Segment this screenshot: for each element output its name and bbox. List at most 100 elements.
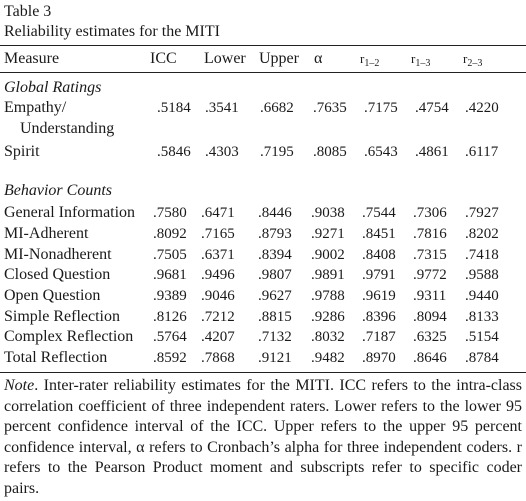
table-title: Reliability estimates for the MITI bbox=[4, 23, 220, 40]
cell-total-reflection-upper: .9121 bbox=[258, 350, 292, 366]
cell-mi-nonadherent-lower: .6371 bbox=[201, 247, 235, 263]
cell-general-information-r23: .7927 bbox=[465, 205, 499, 221]
cell-total-reflection-alpha: .9482 bbox=[311, 350, 345, 366]
cell-mi-adherent-r23: .8202 bbox=[465, 226, 499, 242]
cell-open-question-alpha: .9788 bbox=[311, 288, 345, 304]
cell-total-reflection-lower: .7868 bbox=[201, 350, 235, 366]
cell-total-reflection-r12: .8970 bbox=[362, 350, 396, 366]
cell-total-reflection-icc: .8592 bbox=[153, 350, 187, 366]
cell-spirit-icc: .5846 bbox=[157, 144, 191, 160]
cell-empathy-r23: .4220 bbox=[465, 100, 499, 116]
cell-mi-nonadherent-r13: .7315 bbox=[413, 247, 447, 263]
cell-open-question-lower: .9046 bbox=[201, 288, 235, 304]
cell-simple-reflection-r13: .8094 bbox=[413, 309, 447, 325]
cell-mi-nonadherent-upper: .8394 bbox=[258, 247, 292, 263]
table-caption: Table 3 Reliability estimates for the MI… bbox=[4, 2, 220, 42]
cell-mi-nonadherent-alpha: .9002 bbox=[311, 247, 345, 263]
note-text: . Inter-rater reliability estimates for … bbox=[4, 377, 522, 497]
row-label-open-question: Open Question bbox=[4, 287, 101, 304]
header-r13: r1–3 bbox=[411, 51, 431, 69]
cell-simple-reflection-r23: .8133 bbox=[465, 309, 499, 325]
header-rule bbox=[0, 72, 526, 73]
bottom-rule bbox=[0, 372, 526, 373]
cell-complex-reflection-icc: .5764 bbox=[153, 329, 187, 345]
row-label-mi-adherent: MI-Adherent bbox=[4, 225, 89, 242]
cell-mi-adherent-r13: .7816 bbox=[413, 226, 447, 242]
cell-general-information-alpha: .9038 bbox=[311, 205, 345, 221]
cell-open-question-r12: .9619 bbox=[362, 288, 396, 304]
cell-general-information-upper: .8446 bbox=[258, 205, 292, 221]
cell-spirit-r12: .6543 bbox=[364, 144, 398, 160]
cell-closed-question-alpha: .9891 bbox=[311, 267, 345, 283]
row-label-spirit: Spirit bbox=[4, 143, 40, 160]
top-rule bbox=[0, 45, 526, 46]
cell-simple-reflection-alpha: .9286 bbox=[311, 309, 345, 325]
cell-closed-question-r23: .9588 bbox=[465, 267, 499, 283]
note-label: Note bbox=[4, 377, 35, 394]
cell-open-question-icc: .9389 bbox=[153, 288, 187, 304]
cell-open-question-r13: .9311 bbox=[413, 288, 447, 304]
cell-complex-reflection-alpha: .8032 bbox=[311, 329, 345, 345]
cell-spirit-r13: .4861 bbox=[415, 144, 449, 160]
cell-simple-reflection-r12: .8396 bbox=[362, 309, 396, 325]
cell-mi-adherent-lower: .7165 bbox=[201, 226, 235, 242]
cell-empathy-r13: .4754 bbox=[415, 100, 449, 116]
cell-complex-reflection-lower: .4207 bbox=[201, 329, 235, 345]
row-label-simple-reflection: Simple Reflection bbox=[4, 308, 120, 325]
cell-empathy-icc: .5184 bbox=[157, 100, 191, 116]
cell-closed-question-upper: .9807 bbox=[258, 267, 292, 283]
cell-mi-adherent-icc: .8092 bbox=[153, 226, 187, 242]
cell-empathy-lower: .3541 bbox=[205, 100, 239, 116]
cell-mi-nonadherent-icc: .7505 bbox=[153, 247, 187, 263]
cell-spirit-lower: .4303 bbox=[205, 144, 239, 160]
cell-mi-adherent-alpha: .9271 bbox=[311, 226, 345, 242]
row-label-mi-nonadherent: MI-Nonadherent bbox=[4, 246, 112, 263]
cell-mi-adherent-r12: .8451 bbox=[362, 226, 396, 242]
cell-empathy-alpha: .7635 bbox=[313, 100, 347, 116]
cell-total-reflection-r23: .8784 bbox=[465, 350, 499, 366]
cell-spirit-alpha: .8085 bbox=[313, 144, 347, 160]
row-label-total-reflection: Total Reflection bbox=[4, 349, 108, 366]
cell-complex-reflection-r23: .5154 bbox=[465, 329, 499, 345]
row-label-empathy-cont: Understanding bbox=[20, 120, 115, 137]
cell-open-question-upper: .9627 bbox=[258, 288, 292, 304]
cell-general-information-r12: .7544 bbox=[362, 205, 396, 221]
cell-general-information-r13: .7306 bbox=[413, 205, 447, 221]
cell-complex-reflection-r13: .6325 bbox=[413, 329, 447, 345]
cell-spirit-upper: .7195 bbox=[260, 144, 294, 160]
header-icc: ICC bbox=[150, 50, 177, 67]
cell-simple-reflection-lower: .7212 bbox=[201, 309, 235, 325]
cell-mi-nonadherent-r12: .8408 bbox=[362, 247, 396, 263]
cell-closed-question-lower: .9496 bbox=[201, 267, 235, 283]
row-label-general-information: General Information bbox=[4, 204, 136, 221]
cell-mi-adherent-upper: .8793 bbox=[258, 226, 292, 242]
cell-simple-reflection-upper: .8815 bbox=[258, 309, 292, 325]
cell-simple-reflection-icc: .8126 bbox=[153, 309, 187, 325]
cell-open-question-r23: .9440 bbox=[465, 288, 499, 304]
table-number: Table 3 bbox=[4, 3, 52, 20]
cell-closed-question-icc: .9681 bbox=[153, 267, 187, 283]
cell-closed-question-r12: .9791 bbox=[362, 267, 396, 283]
header-r12: r1–2 bbox=[360, 51, 380, 69]
section-global-ratings: Global Ratings bbox=[4, 79, 102, 96]
cell-general-information-icc: .7580 bbox=[153, 205, 187, 221]
header-lower: Lower bbox=[204, 50, 246, 67]
header-alpha: α bbox=[314, 50, 323, 67]
cell-empathy-r12: .7175 bbox=[364, 100, 398, 116]
table-note: Note. Inter-rater reliability estimates … bbox=[4, 376, 522, 500]
header-r23: r2–3 bbox=[463, 51, 483, 69]
header-upper: Upper bbox=[259, 50, 299, 67]
row-label-complex-reflection: Complex Reflection bbox=[4, 328, 134, 345]
header-measure: Measure bbox=[4, 50, 60, 67]
section-behavior-counts: Behavior Counts bbox=[4, 182, 112, 199]
cell-mi-nonadherent-r23: .7418 bbox=[465, 247, 499, 263]
cell-closed-question-r13: .9772 bbox=[413, 267, 447, 283]
row-label-empathy: Empathy/ bbox=[4, 99, 67, 116]
cell-general-information-lower: .6471 bbox=[201, 205, 235, 221]
cell-complex-reflection-r12: .7187 bbox=[362, 329, 396, 345]
cell-total-reflection-r13: .8646 bbox=[413, 350, 447, 366]
cell-complex-reflection-upper: .7132 bbox=[258, 329, 292, 345]
row-label-closed-question: Closed Question bbox=[4, 266, 111, 283]
cell-spirit-r23: .6117 bbox=[465, 144, 499, 160]
